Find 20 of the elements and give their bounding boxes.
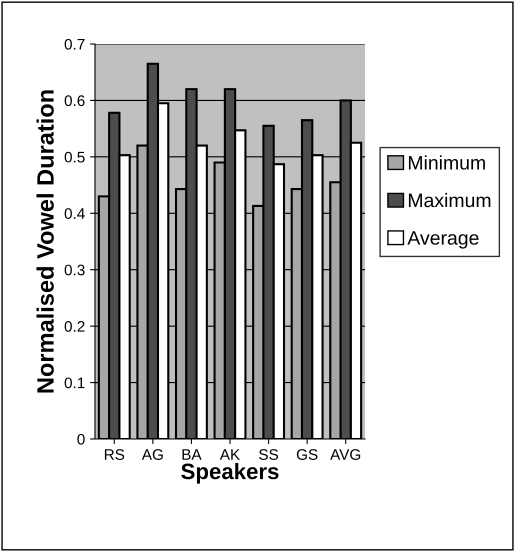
legend-label: Maximum	[408, 192, 490, 208]
x-tick-label: SS	[259, 449, 278, 460]
y-tick-label: 0.6	[64, 95, 85, 106]
y-axis-title: Normalised Vowel Duration	[36, 90, 54, 393]
legend-label: Minimum	[408, 155, 485, 170]
y-tick-label: 0.4	[64, 208, 85, 219]
y-tick-label: 0.7	[64, 38, 85, 50]
legend-label: Average	[407, 231, 479, 249]
y-tick-label: 0	[77, 434, 85, 445]
y-tick-label: 0.2	[64, 321, 85, 332]
x-tick-label: AVG	[330, 449, 360, 460]
y-tick-label: 0.5	[64, 152, 85, 163]
y-tick-label: 0.1	[64, 377, 85, 388]
x-tick-label: AG	[142, 449, 163, 460]
x-tick-label: BA	[182, 449, 202, 460]
x-axis-title: Speakers	[181, 462, 279, 484]
y-tick-label: 0.3	[64, 264, 85, 276]
x-tick-label: AK	[220, 449, 240, 460]
x-tick-label: GS	[296, 449, 318, 460]
x-tick-label: RS	[104, 449, 124, 460]
